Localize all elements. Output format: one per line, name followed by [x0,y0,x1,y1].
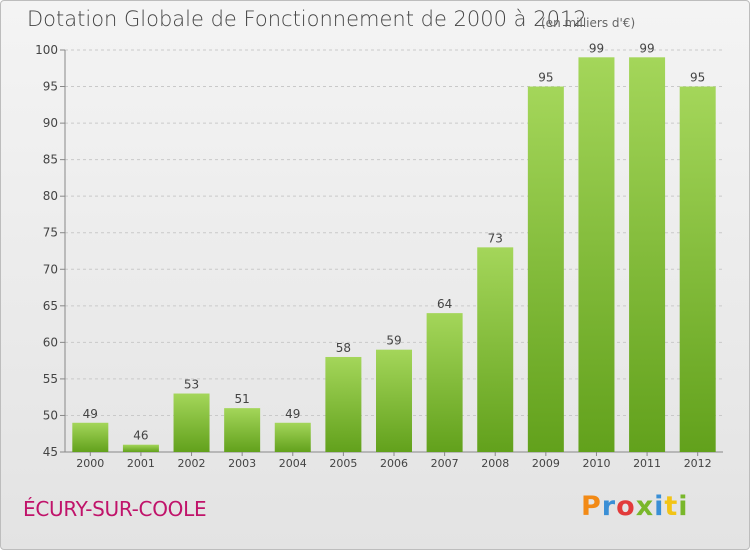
y-tick-label: 70 [43,262,58,276]
data-label: 53 [184,378,199,392]
logo-letter: t [664,491,679,522]
x-tick-label: 2005 [329,457,357,470]
data-label: 49 [285,407,300,421]
x-tick-label: 2004 [279,457,307,470]
x-tick-label: 2011 [633,457,661,470]
y-tick-label: 50 [43,408,58,422]
bar-2006 [376,349,412,452]
data-label: 46 [133,429,148,443]
x-tick-label: 2009 [532,457,560,470]
y-tick-label: 100 [35,43,58,57]
bar-2003 [224,408,261,452]
bar-2009 [527,86,564,452]
data-label: 58 [336,341,351,355]
data-label: 73 [488,231,503,245]
data-label: 59 [386,334,401,348]
bar-2001 [122,444,159,452]
y-tick-label: 90 [43,116,58,130]
bar-2010 [578,57,615,453]
x-tick-label: 2008 [481,457,509,470]
bar-2004 [274,422,311,452]
y-tick-label: 55 [43,372,58,386]
x-tick-label: 2007 [431,457,459,470]
logo-letter: P [581,491,602,522]
y-tick-label: 60 [43,335,58,349]
data-label: 49 [83,407,98,421]
logo-letter: i [678,491,689,522]
y-tick-label: 95 [43,80,58,94]
x-tick-label: 2000 [76,457,104,470]
logo-letter: r [601,491,617,522]
x-tick-label: 2003 [228,457,256,470]
data-label: 51 [235,392,250,406]
y-tick-label: 85 [43,153,58,167]
bar-2011 [629,57,666,453]
x-tick-label: 2012 [684,457,712,470]
y-tick-label: 45 [43,445,58,459]
logo-letter: i [654,491,665,522]
data-label: 99 [639,41,654,55]
y-tick-label: 65 [43,299,58,313]
commune-name: ÉCURY-SUR-COOLE [23,497,207,521]
bar-2005 [325,356,362,452]
x-tick-label: 2006 [380,457,408,470]
bar-2002 [173,393,210,452]
proxiti-logo[interactable]: Proxiti [581,491,689,522]
data-label: 64 [437,297,452,311]
x-tick-label: 2001 [127,457,155,470]
chart-unit-note: (en milliers d'€) [541,16,636,30]
data-label: 99 [589,41,604,55]
logo-letter: o [616,491,636,522]
data-label: 95 [690,71,705,85]
data-label: 95 [538,71,553,85]
bar-2008 [477,247,514,452]
x-tick-label: 2010 [582,457,610,470]
logo-letter: x [635,491,655,522]
bar-2012 [679,86,716,452]
chart-title: Dotation Globale de Fonctionnement de 20… [27,7,587,31]
bar-2007 [426,313,463,452]
y-tick-label: 75 [43,226,58,240]
x-tick-label: 2002 [178,457,206,470]
bar-2000 [72,422,109,452]
y-tick-label: 80 [43,189,58,203]
